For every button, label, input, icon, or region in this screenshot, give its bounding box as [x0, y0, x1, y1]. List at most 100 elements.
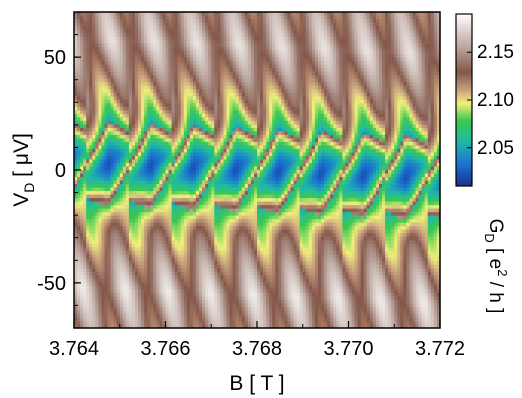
- heatmap-cell: [113, 47, 118, 52]
- heatmap-cell: [86, 257, 90, 262]
- heatmap-cell: [131, 264, 136, 269]
- heatmap-cell: [150, 82, 154, 87]
- heatmap-cell: [150, 180, 154, 185]
- heatmap-cell: [74, 61, 78, 66]
- heatmap-cell: [122, 166, 127, 171]
- heatmap-cell: [150, 208, 154, 213]
- heatmap-cell: [180, 240, 185, 245]
- heatmap-cell: [162, 257, 167, 262]
- heatmap-cell: [141, 127, 145, 132]
- heatmap-cell: [223, 201, 228, 206]
- heatmap-cell: [89, 212, 93, 217]
- heatmap-cell: [189, 131, 194, 136]
- heatmap-cell: [180, 152, 185, 157]
- heatmap-cell: [77, 180, 81, 185]
- heatmap-cell: [199, 117, 203, 122]
- heatmap-cell: [220, 141, 225, 147]
- heatmap-cell: [196, 198, 200, 203]
- heatmap-cell: [80, 33, 84, 38]
- heatmap-cell: [80, 261, 84, 266]
- heatmap-cell: [235, 184, 240, 189]
- heatmap-cell: [189, 75, 194, 80]
- heatmap-cell: [226, 296, 231, 301]
- heatmap-cell: [138, 127, 142, 132]
- heatmap-cell: [147, 162, 151, 168]
- heatmap-cell: [186, 159, 191, 164]
- heatmap-cell: [74, 212, 78, 217]
- heatmap-cell: [159, 110, 164, 115]
- heatmap-cell: [110, 152, 115, 157]
- heatmap-cell: [202, 289, 206, 294]
- heatmap-cell: [98, 50, 103, 55]
- heatmap-cell: [135, 247, 139, 252]
- heatmap-cell: [150, 89, 154, 94]
- heatmap-cell: [220, 205, 225, 210]
- heatmap-cell: [110, 29, 115, 34]
- heatmap-cell: [104, 240, 109, 245]
- heatmap-cell: [122, 285, 127, 290]
- heatmap-cell: [165, 313, 170, 319]
- heatmap-cell: [171, 36, 176, 41]
- heatmap-cell: [122, 219, 127, 224]
- heatmap-cell: [196, 222, 200, 227]
- heatmap-cell: [214, 89, 218, 94]
- heatmap-cell: [113, 226, 118, 231]
- heatmap-cell: [174, 117, 179, 122]
- heatmap-cell: [104, 187, 109, 192]
- heatmap-cell: [128, 324, 133, 328]
- heatmap-cell: [162, 131, 167, 136]
- heatmap-cell: [131, 233, 136, 238]
- heatmap-cell: [83, 33, 87, 38]
- heatmap-cell: [116, 310, 121, 315]
- heatmap-cell: [107, 292, 112, 297]
- heatmap-cell: [202, 278, 206, 283]
- heatmap-cell: [205, 148, 209, 154]
- heatmap-cell: [171, 145, 176, 150]
- heatmap-cell: [208, 141, 212, 147]
- heatmap-cell: [110, 141, 115, 147]
- heatmap-cell: [238, 208, 243, 213]
- heatmap-cell: [89, 159, 93, 164]
- heatmap-cell: [217, 173, 221, 178]
- heatmap-cell: [135, 141, 139, 147]
- heatmap-cell: [183, 170, 188, 175]
- heatmap-cell: [202, 85, 206, 90]
- heatmap-cell: [119, 103, 124, 108]
- heatmap-cell: [147, 310, 151, 315]
- heatmap-cell: [214, 47, 218, 52]
- heatmap-cell: [226, 40, 231, 45]
- heatmap-cell: [89, 324, 93, 328]
- heatmap-cell: [122, 180, 127, 185]
- heatmap-cell: [92, 264, 96, 269]
- heatmap-cell: [77, 117, 81, 122]
- heatmap-cell: [232, 212, 237, 217]
- heatmap-cell: [232, 131, 237, 136]
- heatmap-cell: [104, 113, 109, 118]
- heatmap-cell: [168, 71, 173, 76]
- heatmap-cell: [232, 187, 237, 192]
- heatmap-cell: [116, 170, 121, 175]
- heatmap-cell: [162, 296, 167, 301]
- heatmap-cell: [104, 155, 109, 161]
- heatmap-cell: [101, 26, 106, 31]
- heatmap-cell: [83, 12, 87, 17]
- heatmap-cell: [83, 61, 87, 66]
- heatmap-cell: [119, 240, 124, 245]
- heatmap-cell: [80, 233, 84, 238]
- heatmap-cell: [141, 89, 145, 94]
- heatmap-cell: [202, 92, 206, 97]
- heatmap-cell: [101, 296, 106, 301]
- heatmap-cell: [110, 71, 115, 76]
- heatmap-cell: [192, 15, 197, 20]
- heatmap-cell: [211, 303, 215, 308]
- heatmap-cell: [174, 99, 179, 104]
- heatmap-cell: [98, 26, 103, 31]
- heatmap-cell: [83, 117, 87, 122]
- heatmap-cell: [104, 184, 109, 189]
- heatmap-cell: [211, 134, 215, 139]
- heatmap-cell: [199, 187, 203, 192]
- heatmap-cell: [174, 313, 179, 319]
- heatmap-cell: [144, 138, 148, 143]
- heatmap-cell: [226, 324, 231, 328]
- heatmap-cell: [116, 275, 121, 280]
